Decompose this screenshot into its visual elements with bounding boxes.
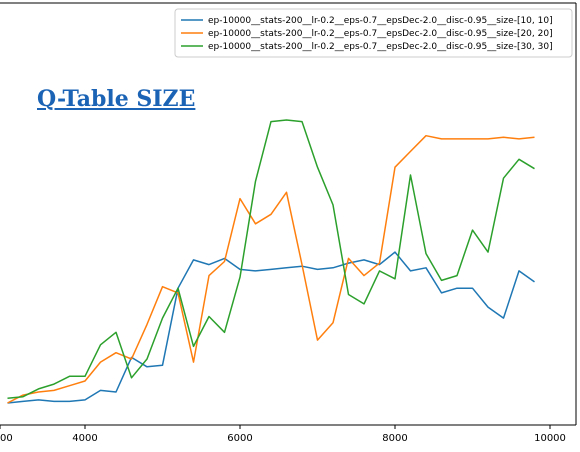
x-tick-label: 8000 [382, 433, 407, 444]
x-tick-label: 4000 [72, 433, 97, 444]
chart-overlay-title: Q-Table SIZE [37, 86, 195, 112]
legend-entry: ep-10000__stats-200__lr-0.2__eps-0.7__ep… [208, 29, 553, 39]
x-tick-label: 10000 [534, 433, 566, 444]
x-tick-label: 6000 [227, 433, 252, 444]
x-tick-label-cut: 2000 [0, 433, 13, 444]
legend-entry: ep-10000__stats-200__lr-0.2__eps-0.7__ep… [208, 16, 553, 26]
legend: ep-10000__stats-200__lr-0.2__eps-0.7__ep… [175, 9, 572, 57]
legend-entry: ep-10000__stats-200__lr-0.2__eps-0.7__ep… [208, 42, 553, 52]
